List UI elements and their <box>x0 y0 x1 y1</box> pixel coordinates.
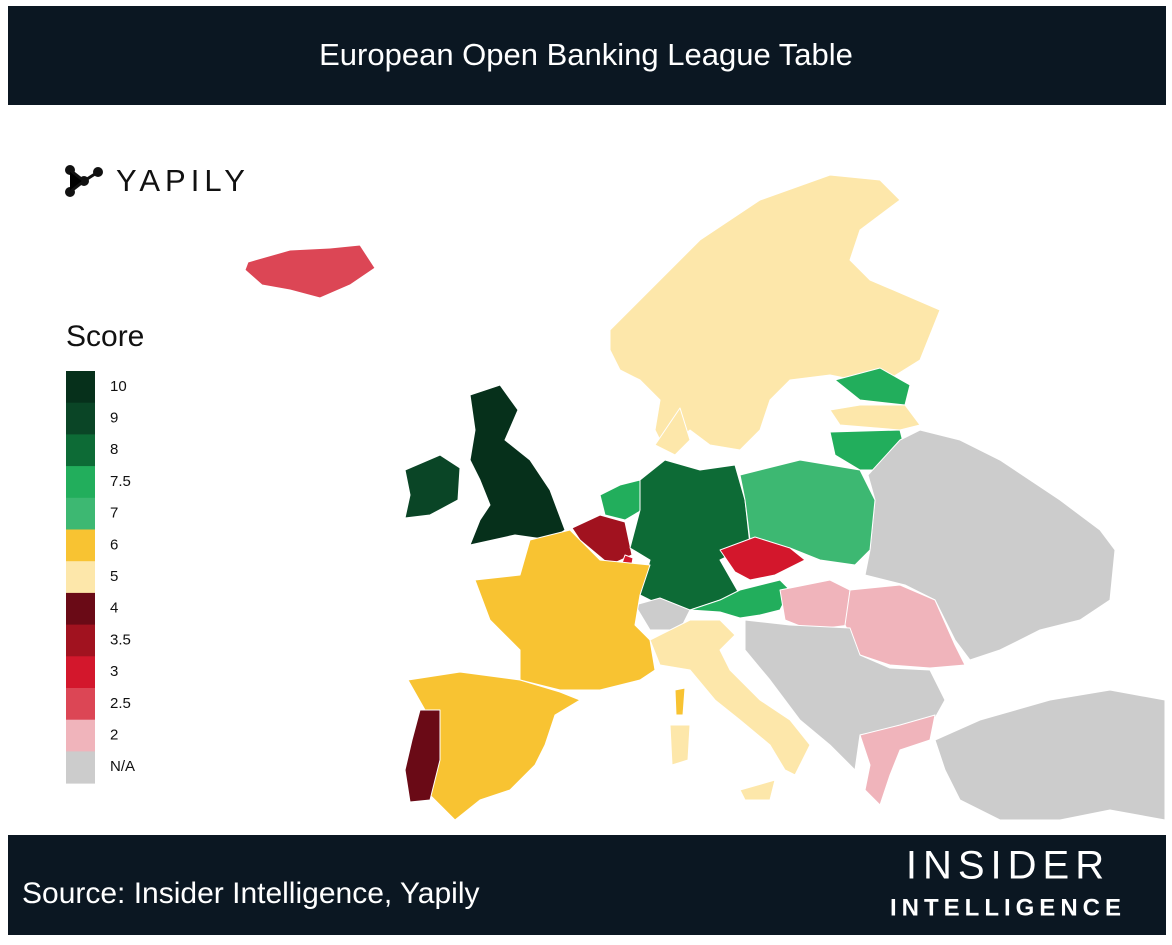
country <box>609 174 941 451</box>
header-bar <box>8 6 1166 105</box>
country <box>404 709 441 803</box>
logo-top: INSIDER <box>906 844 1110 888</box>
country <box>834 367 911 406</box>
legend-swatch <box>66 751 95 784</box>
legend-swatch <box>66 656 95 689</box>
legend-swatch <box>66 466 95 499</box>
logo-bottom: INTELLIGENCE <box>890 894 1126 921</box>
legend-label: 9 <box>110 410 118 427</box>
legend-label: 10 <box>110 378 127 395</box>
country <box>934 689 1166 821</box>
country <box>599 479 643 521</box>
legend-label: 4 <box>110 600 118 617</box>
legend-swatch <box>66 371 95 404</box>
country <box>674 687 686 716</box>
country <box>739 779 776 801</box>
legend-swatch <box>66 434 95 467</box>
country <box>654 407 691 456</box>
legend-swatch <box>66 497 95 530</box>
country <box>719 536 806 581</box>
map <box>244 174 1166 821</box>
footer-bar <box>8 835 1166 935</box>
country <box>864 429 1116 661</box>
country <box>244 244 376 299</box>
legend-label: N/A <box>110 758 135 775</box>
country <box>669 724 691 766</box>
legend-swatch <box>66 592 95 626</box>
legend-label: 5 <box>110 568 118 585</box>
legend-label: 7.5 <box>110 473 131 490</box>
country <box>739 459 876 566</box>
source: Source: Insider Intelligence, Yapily <box>22 877 480 910</box>
country <box>404 454 461 519</box>
legend-swatch <box>66 402 95 435</box>
country <box>629 459 751 611</box>
country <box>634 597 691 631</box>
legend-swatch <box>66 688 95 721</box>
legend-label: 7 <box>110 505 118 522</box>
legend-label: 2.5 <box>110 695 131 712</box>
country <box>859 714 936 806</box>
legend-swatch <box>66 561 95 594</box>
legend-swatch <box>66 624 95 657</box>
legend-label: 8 <box>110 441 118 458</box>
legend-label: 3 <box>110 663 118 680</box>
title: European Open Banking League Table <box>319 37 853 72</box>
legend-title: Score <box>66 320 144 353</box>
country <box>469 384 566 546</box>
country <box>829 404 921 431</box>
legend-swatch <box>66 529 95 562</box>
legend: 10 9 8 7.5 7 6 5 4 3.5 3 2.5 2 N/A <box>66 371 135 784</box>
legend-label: 3.5 <box>110 631 131 648</box>
legend-label: 2 <box>110 727 118 744</box>
country <box>649 619 811 776</box>
brand-logo: YAPILY <box>65 163 250 198</box>
legend-label: 6 <box>110 536 118 553</box>
legend-swatch <box>66 719 95 752</box>
brand-name: YAPILY <box>116 163 250 198</box>
